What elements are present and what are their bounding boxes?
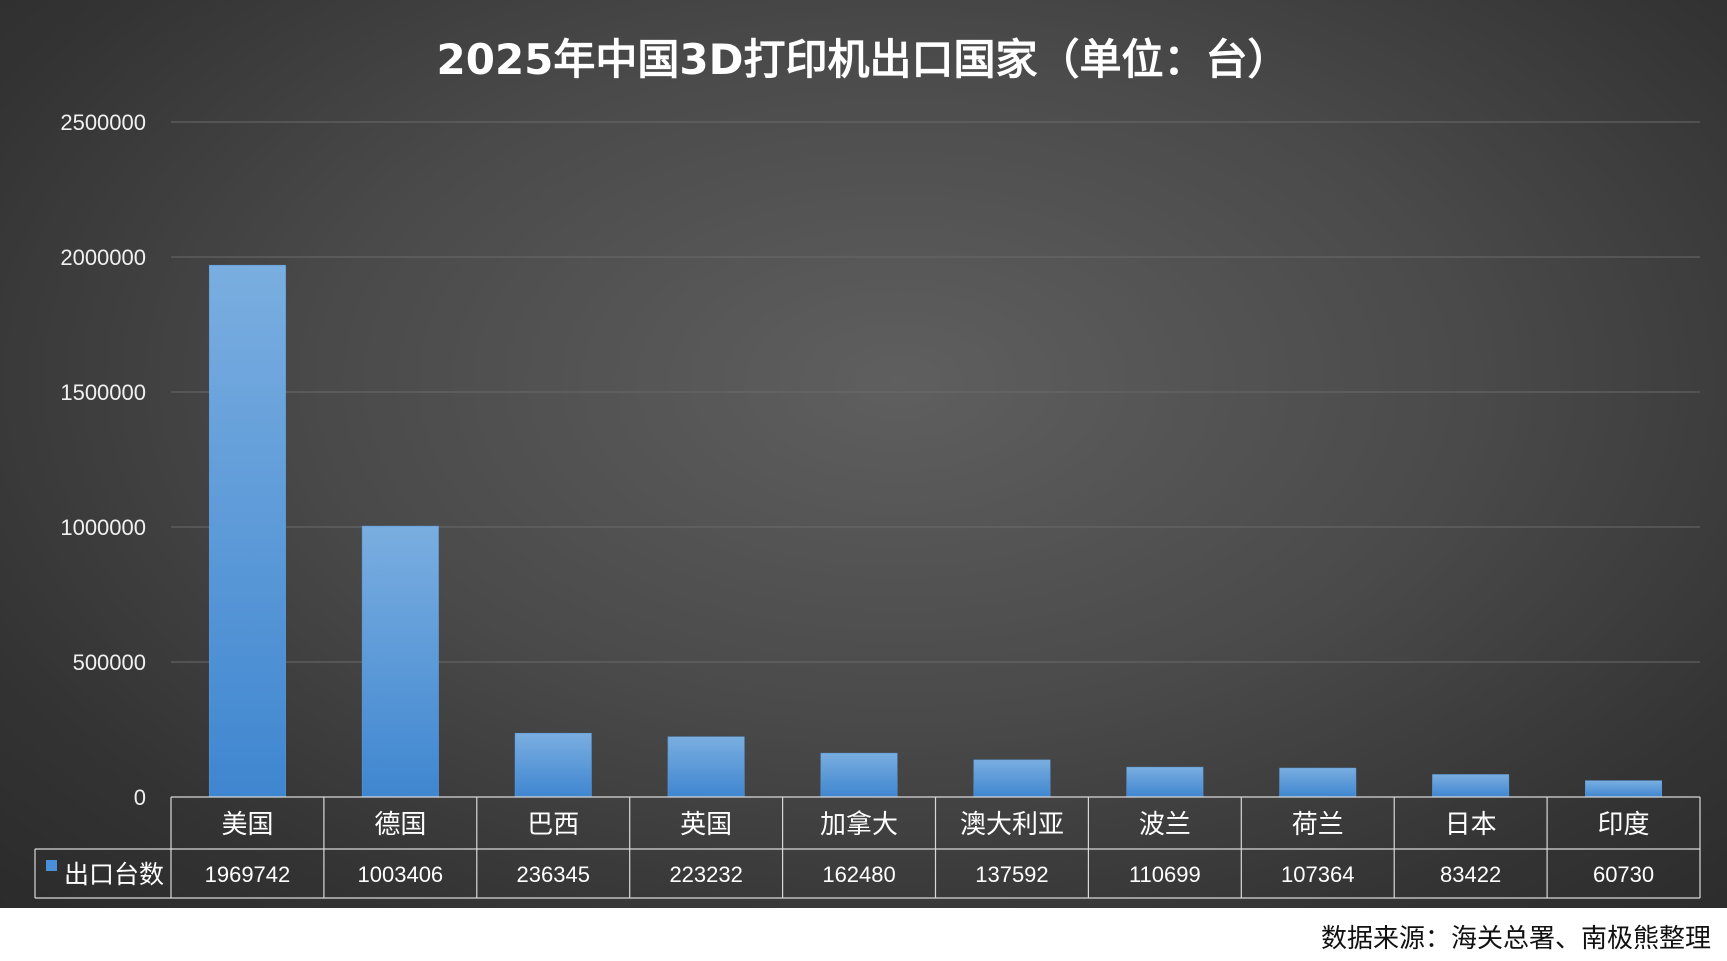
bar-巴西: [514, 732, 592, 798]
category-label: 巴西: [527, 810, 579, 840]
chart-title: 2025年中国3D打印机出口国家（单位：台）: [437, 35, 1290, 84]
data-label: 223232: [669, 862, 742, 887]
chart-panel: 2025年中国3D打印机出口国家（单位：台） 0 500000 1000000 150…: [0, 0, 1727, 908]
category-label: 美国: [221, 810, 273, 840]
legend-series-name: 出口台数: [64, 860, 164, 889]
bar-荷兰: [1279, 767, 1357, 798]
category-label: 波兰: [1139, 810, 1191, 840]
data-label: 83422: [1440, 862, 1501, 887]
bar-日本: [1432, 774, 1510, 798]
bar-美国: [208, 264, 286, 798]
y-tick-label: 0: [134, 785, 146, 810]
y-tick-label: 2000000: [60, 245, 146, 270]
data-label: 162480: [822, 862, 895, 887]
bar-chart: 2025年中国3D打印机出口国家（单位：台） 0 500000 1000000 150…: [34, 35, 1701, 899]
bar-德国: [361, 525, 439, 798]
data-label: 236345: [517, 862, 590, 887]
bar-加拿大: [820, 752, 898, 798]
bar-澳大利亚: [973, 759, 1051, 798]
bar-波兰: [1126, 766, 1204, 798]
source-note: 数据来源：海关总署、南极熊整理: [1320, 924, 1711, 954]
y-tick-label: 1500000: [60, 380, 146, 405]
bar-印度: [1585, 780, 1663, 798]
bar-英国: [667, 736, 745, 798]
category-label: 印度: [1598, 810, 1650, 840]
y-tick-label: 1000000: [60, 515, 146, 540]
category-label: 英国: [680, 810, 732, 840]
bars: [208, 264, 1663, 798]
data-label: 60730: [1593, 862, 1654, 887]
category-label: 荷兰: [1292, 810, 1344, 840]
category-label: 加拿大: [820, 810, 898, 840]
category-label: 澳大利亚: [960, 810, 1064, 840]
category-label: 德国: [374, 810, 426, 840]
data-label: 107364: [1281, 862, 1354, 887]
y-tick-label: 2500000: [60, 110, 146, 135]
data-label: 110699: [1129, 862, 1201, 887]
y-axis-ticks: 0 500000 1000000 1500000 2000000 2500000: [60, 110, 146, 810]
data-label: 1969742: [205, 862, 291, 887]
y-tick-label: 500000: [73, 650, 146, 675]
data-label: 1003406: [358, 862, 444, 887]
data-label: 137592: [975, 862, 1048, 887]
category-label: 日本: [1445, 810, 1497, 840]
legend-marker: [46, 860, 57, 871]
